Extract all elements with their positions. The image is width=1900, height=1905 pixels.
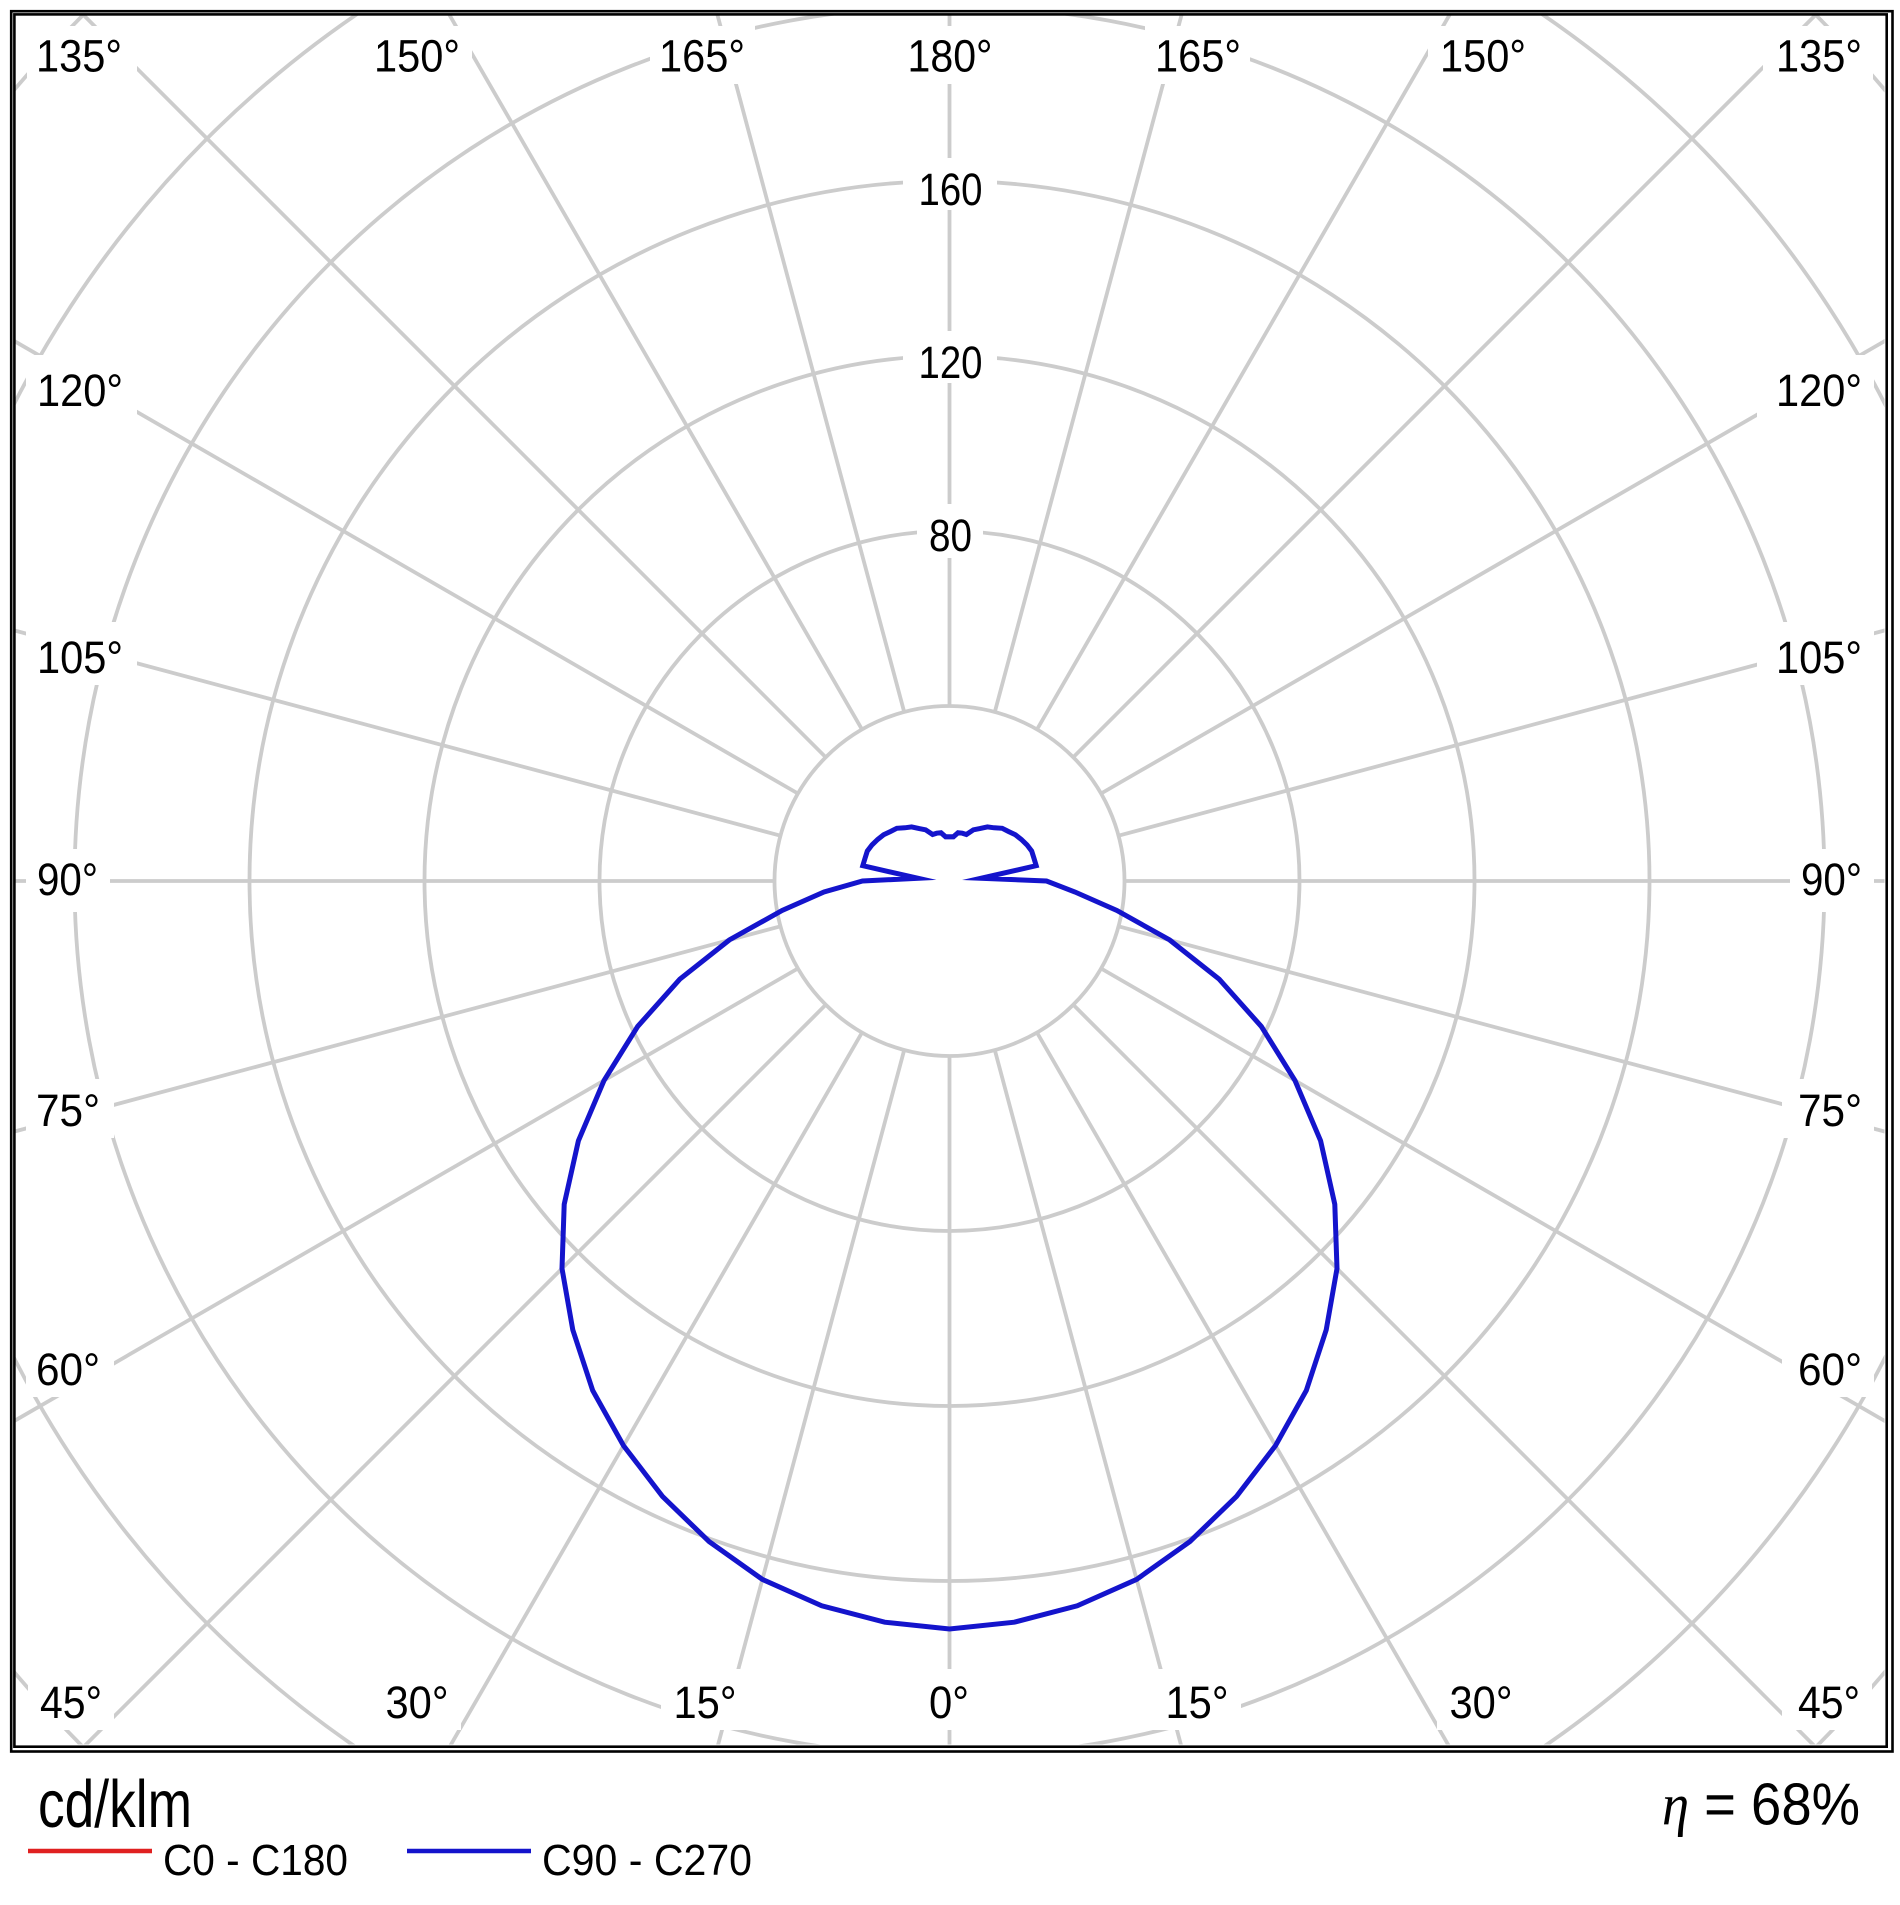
svg-text:120°: 120° <box>37 365 123 416</box>
svg-text:105°: 105° <box>1776 632 1862 683</box>
svg-text:45°: 45° <box>1798 1677 1860 1728</box>
svg-text:165°: 165° <box>659 31 745 82</box>
svg-text:η = 68%: η = 68% <box>1662 1771 1860 1838</box>
svg-text:135°: 135° <box>1776 31 1862 82</box>
svg-text:30°: 30° <box>1450 1677 1513 1728</box>
svg-text:150°: 150° <box>374 31 460 82</box>
svg-text:15°: 15° <box>674 1677 737 1728</box>
svg-text:75°: 75° <box>36 1085 100 1136</box>
svg-text:cd/klm: cd/klm <box>38 1767 192 1842</box>
svg-text:C90 - C270: C90 - C270 <box>542 1836 752 1885</box>
svg-text:180°: 180° <box>908 31 993 82</box>
svg-text:15°: 15° <box>1166 1677 1229 1728</box>
svg-text:75°: 75° <box>1798 1085 1862 1136</box>
svg-text:45°: 45° <box>40 1677 102 1728</box>
svg-text:80: 80 <box>929 510 972 561</box>
svg-text:60°: 60° <box>36 1344 100 1395</box>
svg-text:30°: 30° <box>386 1677 449 1728</box>
svg-text:105°: 105° <box>37 632 123 683</box>
svg-text:165°: 165° <box>1155 31 1241 82</box>
svg-text:0°: 0° <box>929 1677 969 1728</box>
svg-text:60°: 60° <box>1798 1344 1862 1395</box>
svg-text:135°: 135° <box>36 31 122 82</box>
svg-text:120: 120 <box>919 337 983 388</box>
svg-text:C0 - C180: C0 - C180 <box>163 1836 348 1885</box>
svg-text:120°: 120° <box>1776 365 1862 416</box>
svg-text:90°: 90° <box>1801 854 1862 905</box>
svg-text:160: 160 <box>919 164 983 215</box>
svg-text:90°: 90° <box>37 854 98 905</box>
svg-text:150°: 150° <box>1440 31 1526 82</box>
